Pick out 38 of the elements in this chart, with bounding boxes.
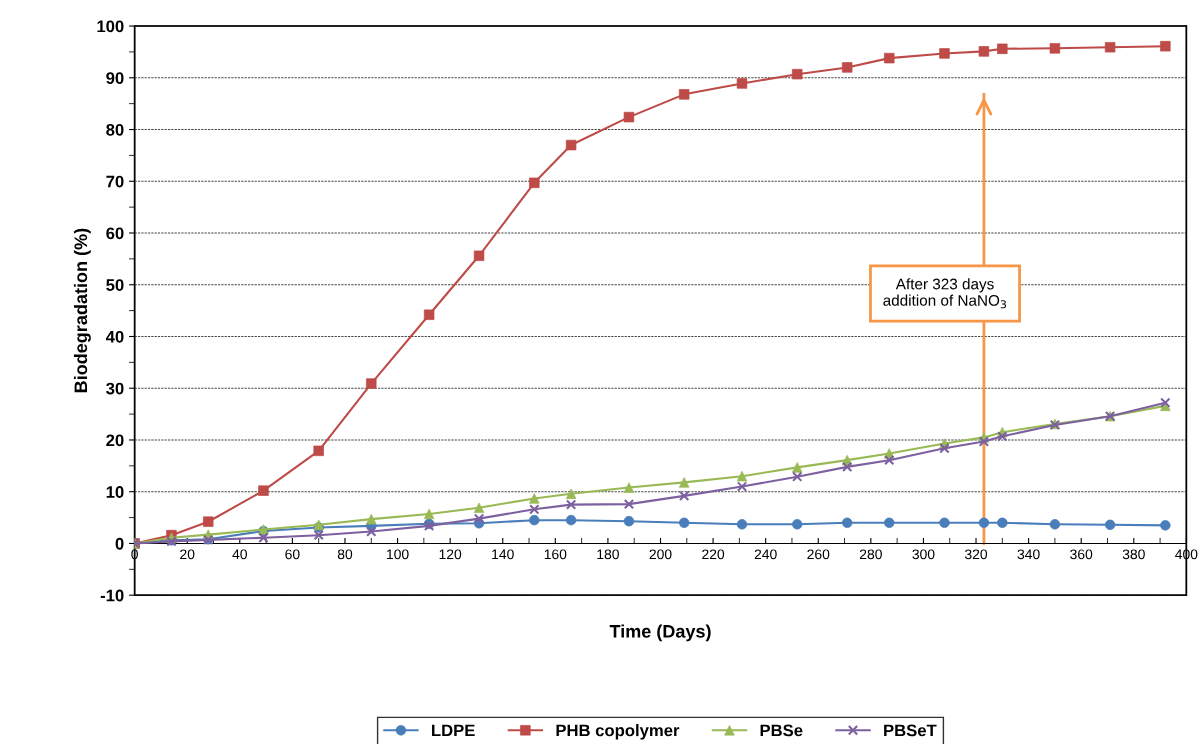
x-tick-label: 260 — [807, 549, 830, 560]
x-tick-label: 380 — [1122, 549, 1145, 560]
x-tick-label: 80 — [337, 549, 353, 560]
x-tick-label: 100 — [387, 549, 409, 560]
legend-label: LDPE — [432, 724, 475, 737]
x-tick-label: 40 — [232, 549, 247, 560]
y-tick-label: 40 — [105, 330, 124, 343]
y-tick-label: 70 — [106, 175, 124, 188]
y-tick-label: 0 — [115, 537, 124, 550]
x-tick-label: 60 — [285, 549, 300, 560]
y-tick-label: 10 — [106, 486, 124, 498]
y-tick-label: -10 — [100, 589, 124, 602]
y-tick-label: 30 — [106, 382, 124, 395]
x-tick-label: 340 — [1017, 549, 1040, 560]
legend-label: PBSeT — [884, 724, 937, 737]
y-tick-label: 100 — [97, 20, 124, 33]
legend-label: PBSe — [760, 724, 803, 737]
x-tick-label: 240 — [754, 549, 777, 560]
y-tick-label: 80 — [106, 123, 124, 136]
x-tick-label: 180 — [597, 549, 619, 560]
x-tick-label: 220 — [702, 549, 725, 560]
x-tick-label: 140 — [492, 549, 514, 560]
x-tick-label: 160 — [544, 549, 567, 560]
x-tick-label: 360 — [1070, 549, 1093, 560]
y-tick-label: 90 — [106, 72, 124, 84]
legend-label: PHB copolymer — [556, 724, 680, 740]
x-tick-label: 200 — [649, 549, 672, 560]
x-tick-label: 120 — [439, 549, 462, 560]
ref-line-label: After 323 days addition of NaNO$_{3}$ — [883, 278, 1006, 309]
x-tick-label: 300 — [912, 549, 935, 560]
y-tick-label: 20 — [106, 434, 124, 447]
y-tick-label: 60 — [106, 227, 124, 240]
x-tick-label: 320 — [964, 549, 988, 560]
x-tick-label: 280 — [859, 549, 882, 560]
y-axis-title: Biodegradation (%) — [73, 228, 91, 393]
x-axis-title: Time (Days) — [609, 624, 711, 642]
y-tick-label: 50 — [106, 279, 124, 291]
x-tick-label: 20 — [180, 549, 195, 560]
